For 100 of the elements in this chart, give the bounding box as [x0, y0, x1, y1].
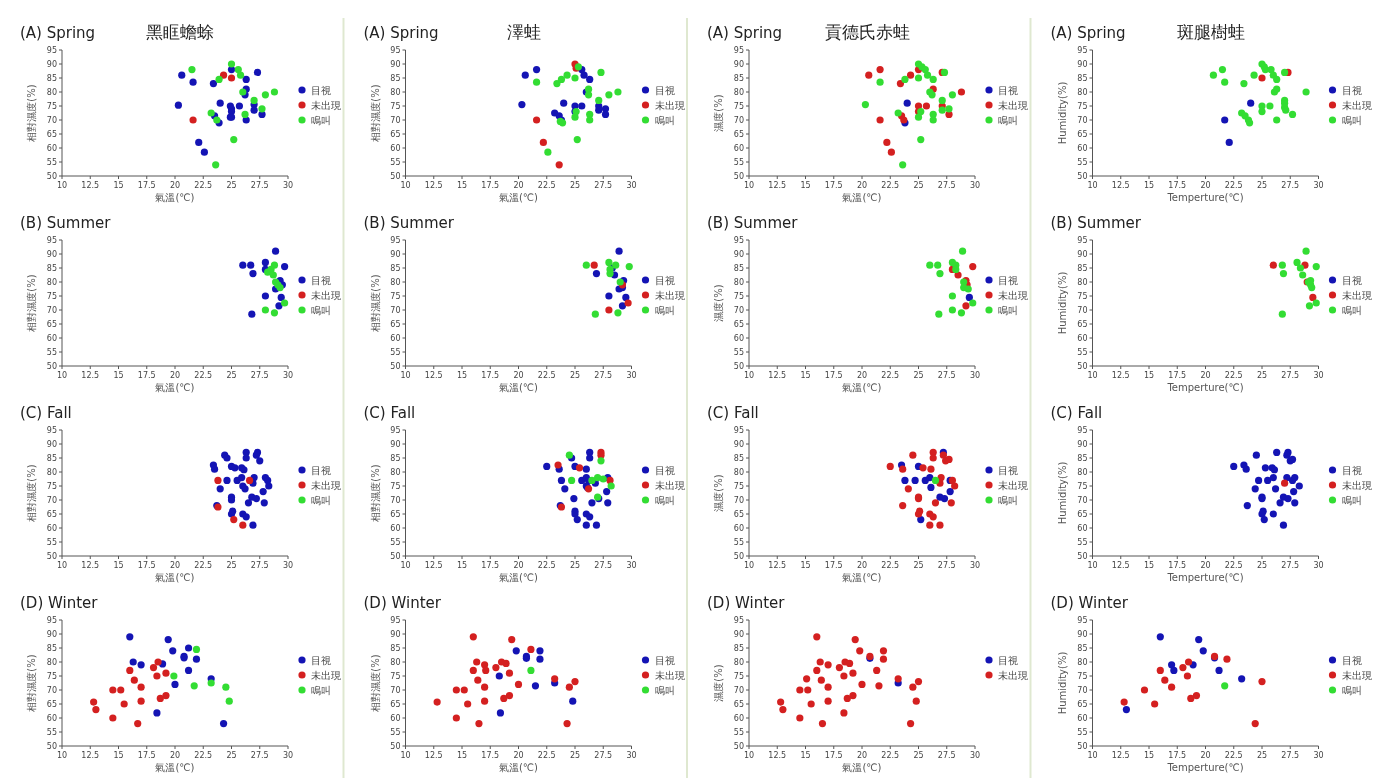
y-tick-label: 90 [733, 60, 744, 69]
legend-label: 目視 [311, 654, 331, 666]
legend-label: 鳴叫 [998, 114, 1018, 126]
legend-label: 鳴叫 [654, 494, 675, 506]
y-tick-label: 60 [46, 334, 57, 343]
y-tick-label: 65 [46, 320, 57, 329]
x-tick-label: 10 [743, 561, 755, 570]
x-tick-label: 15 [456, 181, 468, 190]
y-tick-label: 85 [1077, 74, 1088, 83]
y-tick-label: 85 [1077, 454, 1088, 463]
y-tick-label: 65 [390, 700, 401, 709]
x-tick-label: 27.5 [594, 181, 613, 190]
y-tick-label: 60 [46, 144, 57, 153]
x-axis-title: 氣溫(℃) [498, 382, 539, 393]
x-tick-label: 27.5 [594, 561, 613, 570]
x-tick-label: 12.5 [768, 181, 787, 190]
x-axis-title: 氣溫(℃) [498, 572, 539, 583]
x-tick-label: 20 [1200, 561, 1211, 570]
y-tick-label: 90 [733, 440, 744, 449]
y-tick-label: 60 [390, 714, 401, 723]
y-tick-label: 65 [733, 320, 744, 329]
y-axis-title: Humidity(%) [1056, 271, 1068, 335]
y-tick-label: 90 [390, 440, 401, 449]
y-tick-label: 75 [733, 482, 744, 491]
legend-label: 目視 [654, 274, 675, 286]
y-tick-label: 85 [733, 454, 744, 463]
x-tick-label: 12.5 [1111, 561, 1130, 570]
x-tick-label: 10 [1087, 751, 1098, 760]
y-tick-label: 55 [1077, 348, 1088, 357]
x-tick-label: 12.5 [768, 751, 787, 760]
y-tick-label: 65 [733, 700, 744, 709]
legend-label: 鳴叫 [654, 684, 675, 696]
y-tick-label: 55 [733, 158, 744, 167]
x-tick-label: 10 [56, 561, 68, 570]
y-tick-label: 90 [1077, 630, 1088, 639]
y-tick-label: 90 [733, 250, 744, 259]
y-axis-title: 濕度(%) [713, 284, 724, 322]
x-axis-title: 氣溫(℃) [842, 382, 882, 393]
x-tick-label: 17.5 [1168, 751, 1187, 760]
y-axis-title: 相對濕度(%) [369, 464, 381, 522]
x-tick-label: 22.5 [537, 371, 556, 380]
chart-title: (C) Fall [363, 404, 416, 422]
x-tick-label: 17.5 [137, 181, 156, 190]
x-tick-label: 22.5 [194, 561, 213, 570]
x-tick-label: 25 [569, 371, 581, 380]
x-tick-label: 25 [1256, 181, 1268, 190]
x-tick-label: 25 [226, 181, 237, 190]
x-tick-label: 17.5 [824, 561, 843, 570]
y-tick-label: 55 [733, 728, 744, 737]
x-tick-label: 17.5 [481, 561, 500, 570]
x-tick-label: 22.5 [194, 181, 213, 190]
legend-label: 未出現 [311, 99, 341, 111]
y-tick-label: 95 [46, 46, 57, 55]
y-tick-label: 55 [390, 728, 401, 737]
legend-label: 未出現 [654, 669, 685, 681]
y-axis-title: 濕度(%) [713, 474, 724, 512]
x-tick-label: 30 [969, 371, 981, 380]
legend-label: 鳴叫 [311, 494, 331, 506]
x-tick-label: 20 [513, 751, 524, 760]
chart-title: (B) Summer [707, 214, 799, 232]
x-tick-label: 17.5 [1168, 561, 1187, 570]
y-tick-label: 80 [46, 88, 57, 97]
legend-label: 未出現 [654, 99, 685, 111]
y-tick-label: 90 [1077, 440, 1088, 449]
y-tick-label: 75 [733, 672, 744, 681]
y-tick-label: 95 [46, 616, 57, 625]
y-tick-label: 75 [390, 102, 401, 111]
y-tick-label: 85 [390, 74, 401, 83]
x-tick-label: 25 [569, 751, 581, 760]
y-tick-label: 90 [1077, 60, 1088, 69]
y-tick-label: 50 [46, 362, 57, 371]
legend-label: 目視 [998, 654, 1018, 666]
x-tick-label: 10 [400, 371, 411, 380]
x-tick-label: 17.5 [824, 181, 843, 190]
x-tick-label: 27.5 [250, 751, 269, 760]
chart-title: (D) Winter [1050, 594, 1129, 612]
legend-label: 未出現 [998, 99, 1028, 111]
x-tick-label: 17.5 [481, 751, 500, 760]
x-tick-label: 17.5 [137, 561, 156, 570]
x-tick-label: 15 [113, 751, 124, 760]
y-tick-label: 50 [390, 362, 401, 371]
y-tick-label: 70 [390, 496, 401, 505]
y-tick-label: 90 [46, 440, 57, 449]
x-tick-label: 10 [400, 561, 411, 570]
legend-label: 未出現 [998, 289, 1028, 301]
x-tick-label: 12.5 [424, 181, 443, 190]
x-axis-title: 氣溫(℃) [842, 192, 882, 203]
y-tick-label: 60 [1077, 714, 1088, 723]
x-axis-title: Temperture(℃) [1166, 762, 1244, 773]
y-tick-label: 65 [1077, 700, 1088, 709]
y-tick-label: 55 [390, 538, 401, 547]
x-axis-title: 氣溫(℃) [498, 192, 539, 203]
x-tick-label: 27.5 [1281, 371, 1300, 380]
x-tick-label: 25 [913, 371, 924, 380]
y-tick-label: 65 [1077, 130, 1088, 139]
chart-subtitle: 澤蛙 [506, 22, 541, 42]
x-tick-label: 30 [969, 751, 981, 760]
y-axis-title: 濕度(%) [713, 94, 724, 132]
y-tick-label: 85 [1077, 264, 1088, 273]
y-tick-label: 90 [390, 60, 401, 69]
